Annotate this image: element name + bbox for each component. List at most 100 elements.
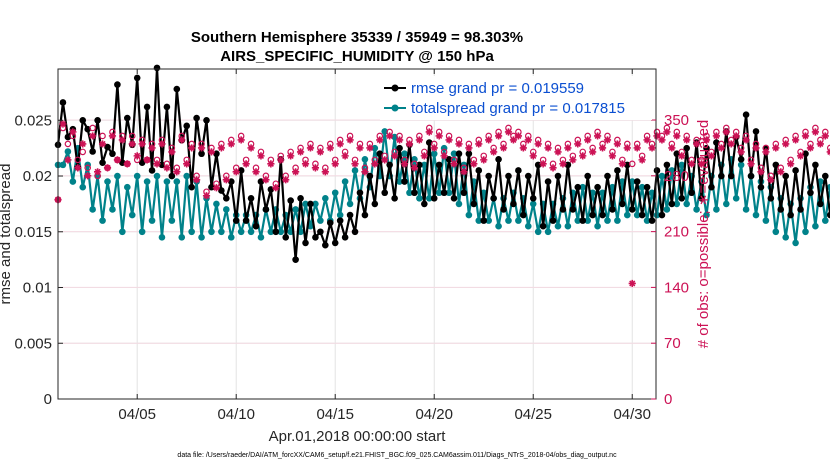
obs-evaluated-marker — [598, 144, 607, 152]
rmse-point — [297, 195, 304, 202]
obs-evaluated-marker — [450, 160, 458, 168]
rmse-point — [133, 74, 141, 82]
obs-evaluated-marker — [153, 160, 161, 168]
rmse-point — [767, 195, 775, 202]
rmse-point — [143, 103, 151, 111]
rmse-point — [232, 217, 240, 224]
legend-label-rmse: rmse grand pr = 0.019559 — [411, 80, 584, 97]
obs-evaluated-marker — [460, 168, 468, 176]
rmse-point — [505, 172, 512, 180]
obs-evaluated-marker — [173, 168, 181, 176]
obs-evaluated-marker — [108, 132, 117, 140]
obs-possible-marker — [79, 148, 87, 156]
rmse-point — [500, 206, 507, 213]
y2-tick-label: 280 — [664, 168, 689, 185]
obs-evaluated-marker — [643, 136, 651, 144]
rmse-point — [401, 178, 408, 185]
obs-evaluated-marker — [346, 136, 354, 144]
obs-evaluated-marker — [638, 156, 646, 164]
spread-point — [158, 234, 166, 241]
rmse-point — [569, 206, 577, 213]
obs-evaluated-marker — [188, 144, 196, 152]
obs-evaluated-marker — [103, 164, 112, 172]
obs-evaluated-marker — [623, 144, 631, 152]
obs-evaluated-marker — [371, 160, 379, 168]
rmse-point — [648, 217, 656, 224]
spread-point — [445, 189, 453, 197]
spread-point — [213, 200, 220, 208]
obs-evaluated-marker — [410, 164, 419, 172]
spread-point — [663, 206, 671, 213]
spread-point — [683, 200, 690, 208]
obs-evaluated-marker — [435, 132, 443, 140]
chart-subtitle: AIRS_SPECIFIC_HUMIDITY @ 150 hPa — [220, 48, 494, 65]
obs-evaluated-marker — [59, 120, 67, 128]
obs-evaluated-marker — [168, 148, 176, 156]
obs-evaluated-marker — [222, 176, 230, 184]
y2-tick-label: 70 — [664, 335, 681, 352]
obs-evaluated-marker — [653, 132, 661, 140]
spread-point — [346, 200, 354, 208]
obs-evaluated-marker — [391, 152, 399, 160]
rmse-point — [193, 114, 200, 122]
spread-point — [703, 211, 710, 219]
obs-evaluated-marker — [702, 136, 711, 144]
obs-evaluated-marker — [593, 132, 602, 140]
x-tick-label: 04/05 — [118, 406, 156, 423]
rmse-point — [787, 211, 794, 219]
rmse-point — [708, 183, 715, 191]
rmse-point — [94, 116, 101, 124]
obs-evaluated-marker — [326, 144, 334, 152]
obs-evaluated-marker — [212, 184, 221, 192]
rmse-point — [104, 143, 111, 151]
obs-evaluated-marker — [430, 144, 438, 152]
rmse-point — [59, 99, 67, 106]
rmse-point — [138, 159, 146, 166]
rmse-point — [792, 167, 799, 174]
spread-point — [742, 206, 750, 213]
rmse-point — [425, 139, 433, 146]
footnote: data file: /Users/raeder/DAI/ATM_forcXX/… — [177, 452, 617, 459]
obs-evaluated-marker — [64, 156, 72, 164]
spread-point — [752, 211, 760, 219]
obs-evaluated-marker — [658, 136, 666, 144]
obs-evaluated-marker — [683, 136, 691, 144]
spread-point — [421, 161, 428, 169]
rmse-point — [797, 206, 804, 213]
rmse-point — [356, 189, 364, 197]
obs-evaluated-marker — [782, 140, 790, 148]
spread-point — [614, 217, 621, 224]
series-layer — [54, 64, 830, 263]
rmse-point — [242, 217, 250, 224]
x-tick-label: 04/30 — [613, 406, 651, 423]
y-axis-label: rmse and totalspread — [0, 164, 14, 305]
rmse-point — [440, 189, 448, 197]
spread-point — [401, 150, 408, 158]
obs-evaluated-marker — [707, 152, 716, 160]
obs-evaluated-marker — [148, 144, 156, 152]
rmse-point — [807, 189, 814, 197]
rmse-point — [534, 161, 542, 169]
obs-evaluated-marker — [143, 156, 151, 164]
spread-point — [673, 200, 681, 208]
obs-evaluated-marker — [405, 140, 414, 148]
spread-point — [277, 228, 285, 236]
rmse-point — [628, 206, 636, 213]
rmse-point — [727, 172, 735, 180]
obs-evaluated-marker — [133, 152, 141, 160]
rmse-point — [520, 211, 527, 219]
obs-evaluated-marker — [579, 152, 587, 160]
spread-point — [643, 217, 651, 224]
spread-point — [668, 167, 676, 174]
spread-point — [653, 211, 661, 219]
obs-evaluated-marker — [381, 156, 389, 164]
spread-point — [579, 183, 587, 191]
rmse-point — [524, 172, 532, 180]
spread-point — [713, 206, 720, 213]
y2-tick-label: 0 — [664, 391, 672, 408]
rmse-point — [312, 234, 319, 241]
spread-point — [782, 234, 789, 241]
obs-evaluated-marker — [762, 148, 770, 156]
spread-point — [594, 222, 601, 230]
rmse-point — [173, 85, 181, 93]
